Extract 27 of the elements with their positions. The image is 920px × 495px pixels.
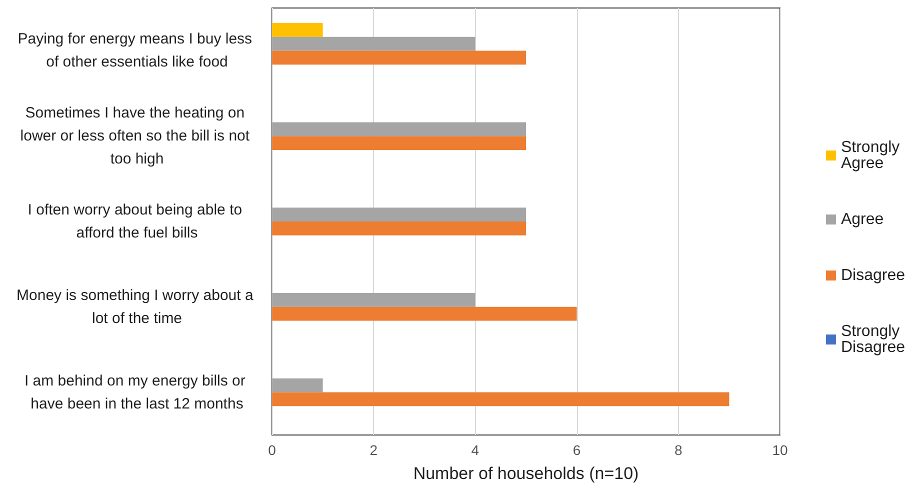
y-tick-label: I am behind on my energy bills or have been in the last 12 months bbox=[24, 372, 250, 412]
bar bbox=[272, 36, 476, 51]
bar bbox=[272, 293, 476, 307]
bar bbox=[272, 122, 526, 136]
bar bbox=[272, 306, 577, 321]
x-axis-title: Number of households (n=10) bbox=[413, 464, 639, 483]
y-tick-label: I often worry about being able to afford the fuel bills bbox=[28, 202, 246, 242]
bar bbox=[272, 392, 730, 406]
bar bbox=[272, 50, 526, 65]
bar bbox=[272, 22, 323, 37]
bar bbox=[272, 222, 526, 236]
y-tick-label: Paying for energy means I buy less of other essentials like food bbox=[18, 30, 256, 71]
legend-label: Strongly Agree bbox=[840, 139, 904, 172]
x-tick-label: 6 bbox=[572, 442, 581, 458]
y-tick-label: Money is something I worry about a lot of the time bbox=[16, 286, 258, 327]
legend-label: Disagree bbox=[840, 267, 906, 284]
bar bbox=[272, 378, 323, 392]
bar bbox=[272, 136, 526, 150]
legend-label: Strongly Disagree bbox=[840, 323, 906, 356]
legend-label: Agree bbox=[840, 211, 884, 228]
x-tick-label: 4 bbox=[471, 442, 480, 458]
x-tick-label: 2 bbox=[370, 442, 378, 458]
bar bbox=[272, 208, 526, 222]
x-tick-label: 0 bbox=[268, 442, 276, 458]
y-tick-label: Sometimes I have the heating on lower or less often so the bill is not too high bbox=[20, 104, 254, 168]
x-tick-label: 10 bbox=[772, 442, 788, 458]
x-tick-label: 8 bbox=[674, 442, 682, 458]
